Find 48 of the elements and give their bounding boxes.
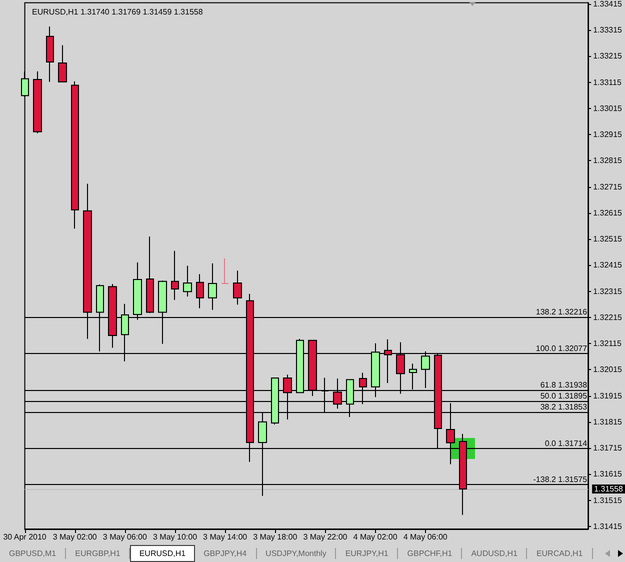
text: EURCAD,H1: [527, 548, 593, 559]
y-tick-label: 1.33415: [593, 0, 623, 8]
y-tick-label: 1.32415: [593, 260, 623, 270]
y-tick-label: 1.31715: [593, 444, 623, 453]
ref-line-label: 50.0 1.31895: [540, 392, 588, 401]
text: EURUSD,H1 1.31740 1.31769 1.31459 1.31558: [32, 8, 204, 16]
y-tick-label: 1.32715: [593, 182, 623, 192]
y-tick-label: 1.31915: [593, 391, 623, 400]
y-tick-label: 1.32915: [593, 130, 623, 140]
text: USDJPY,Monthly: [256, 548, 336, 559]
ref-line-label: 0.0 1.31714: [544, 438, 588, 448]
text: GBPUSD,M1: [0, 548, 66, 559]
x-tick-label: 4 May 02:00: [353, 532, 398, 542]
ref-line-label: 61.8 1.31938: [540, 380, 588, 390]
y-tick-label: 1.33215: [593, 52, 623, 61]
ref-line-label: -138.2 1.31575: [533, 475, 588, 484]
y-tick-label: 1.32115: [593, 339, 622, 348]
x-tick-label: 3 May 06:00: [102, 532, 148, 542]
y-tick-label: 1.33015: [593, 104, 623, 113]
y-tick-label: 1.31815: [593, 417, 623, 426]
y-tick-label: 1.31415: [593, 522, 623, 531]
x-tick-label: 3 May 18:00: [253, 532, 298, 542]
text: AUDUSD,H1: [462, 548, 528, 559]
ref-line-label: 100.0 1.32077: [536, 344, 588, 353]
text: GBPCHF,H1: [398, 548, 462, 559]
y-tick-label: 1.32815: [593, 156, 623, 166]
y-tick-label: 1.31615: [593, 470, 623, 479]
y-tick-label: 1.31515: [593, 496, 623, 505]
x-tick-label: 3 May 22:00: [303, 532, 348, 542]
x-tick-label: 3 May 14:00: [203, 532, 248, 542]
y-tick-label: 1.32015: [593, 365, 623, 374]
text: EURUSD,H1: [130, 545, 195, 562]
x-tick-label: 3 May 02:00: [52, 532, 98, 542]
ref-line-label: 138.2 1.32216: [536, 308, 588, 317]
x-tick-label: 4 May 06:00: [403, 532, 448, 542]
y-tick-label: 1.32515: [593, 234, 623, 244]
x-tick-label: 30 Apr 2010: [3, 532, 47, 542]
ref-line-label: 1.31558: [594, 484, 624, 494]
ref-line-label: 38.2 1.31853: [540, 402, 588, 412]
text: EURJPY,H1: [336, 548, 398, 559]
y-tick-label: 1.32615: [593, 208, 623, 218]
y-tick-label: 1.32315: [593, 286, 623, 296]
x-tick-label: 3 May 10:00: [152, 532, 198, 542]
text: EURGBP,H1: [66, 548, 130, 559]
y-tick-label: 1.32215: [593, 312, 623, 322]
y-tick-label: 1.33115: [593, 78, 622, 87]
text: GBPJPY,H4: [194, 548, 257, 559]
y-tick-label: 1.33315: [593, 26, 623, 35]
